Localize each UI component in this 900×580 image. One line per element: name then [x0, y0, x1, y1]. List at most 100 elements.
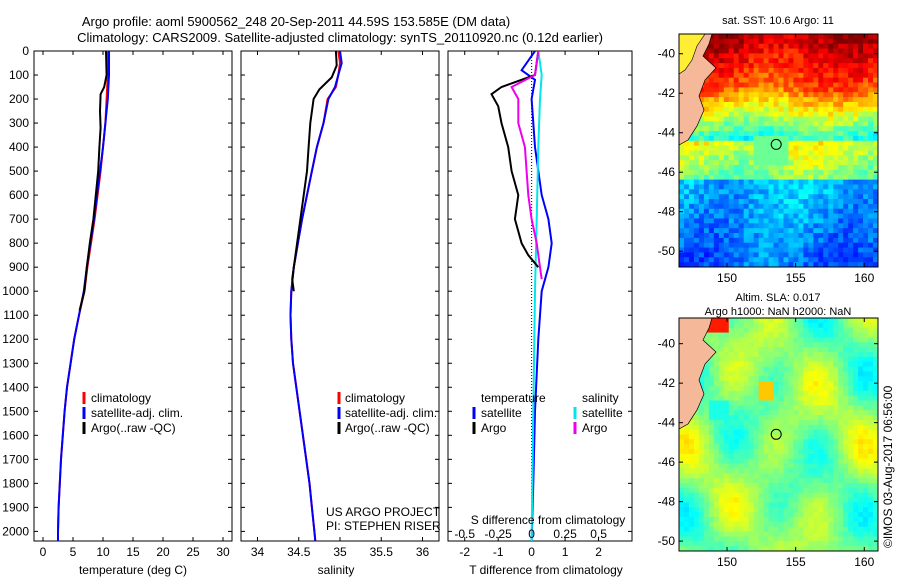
heatmap-cell	[723, 208, 730, 215]
heatmap-cell	[778, 415, 785, 421]
heatmap-cell	[758, 507, 765, 513]
heatmap-cell	[848, 131, 854, 137]
heatmap-cell	[843, 342, 849, 348]
heatmap-cell	[838, 483, 844, 489]
heatmap-cell	[768, 390, 775, 397]
heatmap-cell	[683, 150, 690, 156]
heatmap-cell	[833, 67, 839, 74]
heatmap-cell	[788, 521, 795, 528]
heatmap-cell	[783, 106, 790, 113]
heatmap-cell	[778, 347, 785, 353]
heatmap-cell	[828, 453, 834, 460]
heatmap-cell	[683, 252, 690, 258]
heatmap-cell	[748, 150, 755, 156]
heatmap-cell	[863, 487, 869, 494]
heatmap-cell	[873, 203, 878, 210]
heatmap-cell	[783, 473, 790, 479]
heatmap-cell	[698, 444, 705, 450]
heatmap-cell	[788, 429, 795, 436]
heatmap-cell	[798, 169, 804, 176]
heatmap-cell	[863, 218, 869, 224]
heatmap-cell	[818, 449, 824, 455]
heatmap-cell	[838, 111, 844, 118]
heatmap-cell	[813, 58, 819, 64]
heatmap-cell	[808, 453, 814, 460]
heatmap-cell	[868, 218, 874, 224]
heatmap-cell	[738, 497, 745, 504]
heatmap-cell	[688, 487, 695, 494]
heatmap-cell	[818, 536, 824, 542]
heatmap-cell	[868, 208, 874, 215]
heatmap-cell	[808, 429, 814, 436]
heatmap-cell	[743, 327, 750, 334]
heatmap-cell	[793, 546, 799, 551]
heatmap-cell	[833, 174, 839, 181]
heatmap-cell	[688, 521, 695, 528]
heatmap-cell	[723, 233, 730, 239]
heatmap-cell	[783, 366, 790, 372]
heatmap-cell	[808, 223, 814, 229]
heatmap-cell	[788, 87, 795, 93]
heatmap-cell	[798, 179, 804, 186]
heatmap-cell	[688, 507, 695, 513]
heatmap-cell	[753, 332, 760, 339]
heatmap-cell	[693, 150, 700, 156]
heatmap-cell	[813, 199, 819, 205]
heatmap-cell	[738, 203, 745, 210]
heatmap-cell	[733, 405, 740, 411]
heatmap-cell	[858, 497, 864, 504]
heatmap-cell	[748, 58, 755, 64]
heatmap-cell	[808, 468, 814, 474]
heatmap-cell	[743, 189, 750, 195]
heatmap-cell	[693, 160, 700, 166]
heatmap-cell	[753, 257, 760, 263]
heatmap-cell	[783, 376, 790, 382]
heatmap-cell	[858, 87, 864, 93]
heatmap-cell	[838, 77, 844, 84]
heatmap-cell	[753, 184, 760, 190]
heatmap-cell	[868, 126, 874, 132]
heatmap-cell	[868, 67, 874, 74]
heatmap-cell	[793, 419, 799, 426]
heatmap-cell	[823, 444, 829, 450]
heatmap-cell	[793, 101, 799, 108]
heatmap-cell	[753, 444, 760, 450]
heatmap-cell	[718, 366, 725, 372]
heatmap-cell	[698, 165, 705, 171]
heatmap-cell	[788, 526, 795, 533]
heatmap-cell	[863, 262, 869, 267]
heatmap-cell	[838, 531, 844, 538]
heatmap-cell	[823, 541, 829, 547]
heatmap-cell	[728, 473, 735, 479]
heatmap-cell	[818, 242, 824, 249]
heatmap-cell	[858, 126, 864, 132]
heatmap-cell	[753, 356, 760, 363]
heatmap-cell	[828, 342, 834, 348]
heatmap-cell	[733, 179, 740, 186]
heatmap-cell	[793, 213, 799, 220]
heatmap-cell	[808, 444, 814, 450]
heatmap-cell	[778, 43, 785, 50]
heatmap-cell	[738, 189, 745, 195]
heatmap-cell	[763, 361, 770, 368]
heatmap-cell	[868, 492, 874, 499]
heatmap-cell	[843, 155, 849, 161]
heatmap-cell	[828, 419, 834, 426]
heatmap-cell	[853, 517, 859, 523]
heatmap-cell	[728, 434, 735, 440]
argo-position-marker	[770, 138, 782, 150]
heatmap-cell	[838, 507, 844, 513]
heatmap-cell	[753, 97, 760, 103]
heatmap-cell	[793, 337, 799, 343]
heatmap-cell	[833, 517, 839, 523]
heatmap-cell	[858, 165, 864, 171]
heatmap-cell	[783, 541, 790, 547]
heatmap-cell	[778, 213, 785, 220]
heatmap-cell	[738, 439, 745, 445]
heatmap-cell	[679, 150, 685, 156]
heatmap-cell	[758, 546, 765, 551]
heatmap-cell	[818, 531, 824, 538]
heatmap-cell	[718, 337, 725, 343]
heatmap-cell	[758, 395, 765, 402]
heatmap-cell	[733, 502, 740, 508]
